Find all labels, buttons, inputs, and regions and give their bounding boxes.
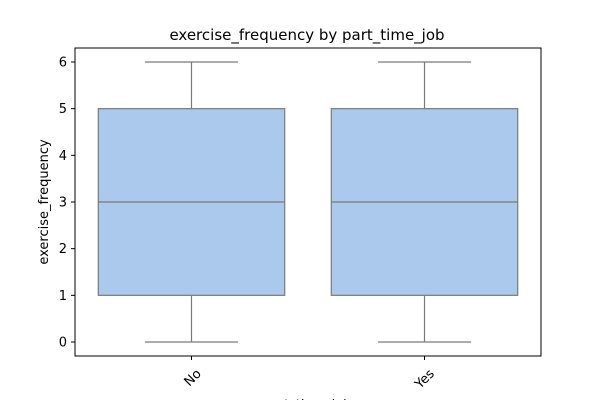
x-tick-label: Yes (412, 367, 438, 393)
y-tick-label: 0 (59, 336, 67, 351)
plot-area (97, 61, 519, 343)
chart-title: exercise_frequency by part_time_job (169, 26, 444, 45)
y-tick-label: 5 (59, 102, 67, 117)
x-tick-label: No (182, 367, 205, 390)
x-axis-label: part_time_job (263, 398, 352, 400)
x-axis: No Yes (182, 356, 438, 393)
y-axis: 0 1 2 3 4 5 6 (59, 56, 75, 351)
y-tick-label: 6 (59, 56, 67, 71)
y-tick-label: 1 (59, 289, 67, 304)
box-group-no (97, 61, 286, 343)
y-tick-label: 4 (59, 149, 67, 164)
y-axis-label: exercise_frequency (37, 139, 52, 265)
y-tick-label: 3 (59, 196, 67, 211)
y-tick-label: 2 (59, 242, 67, 257)
box-group-yes (330, 61, 519, 343)
